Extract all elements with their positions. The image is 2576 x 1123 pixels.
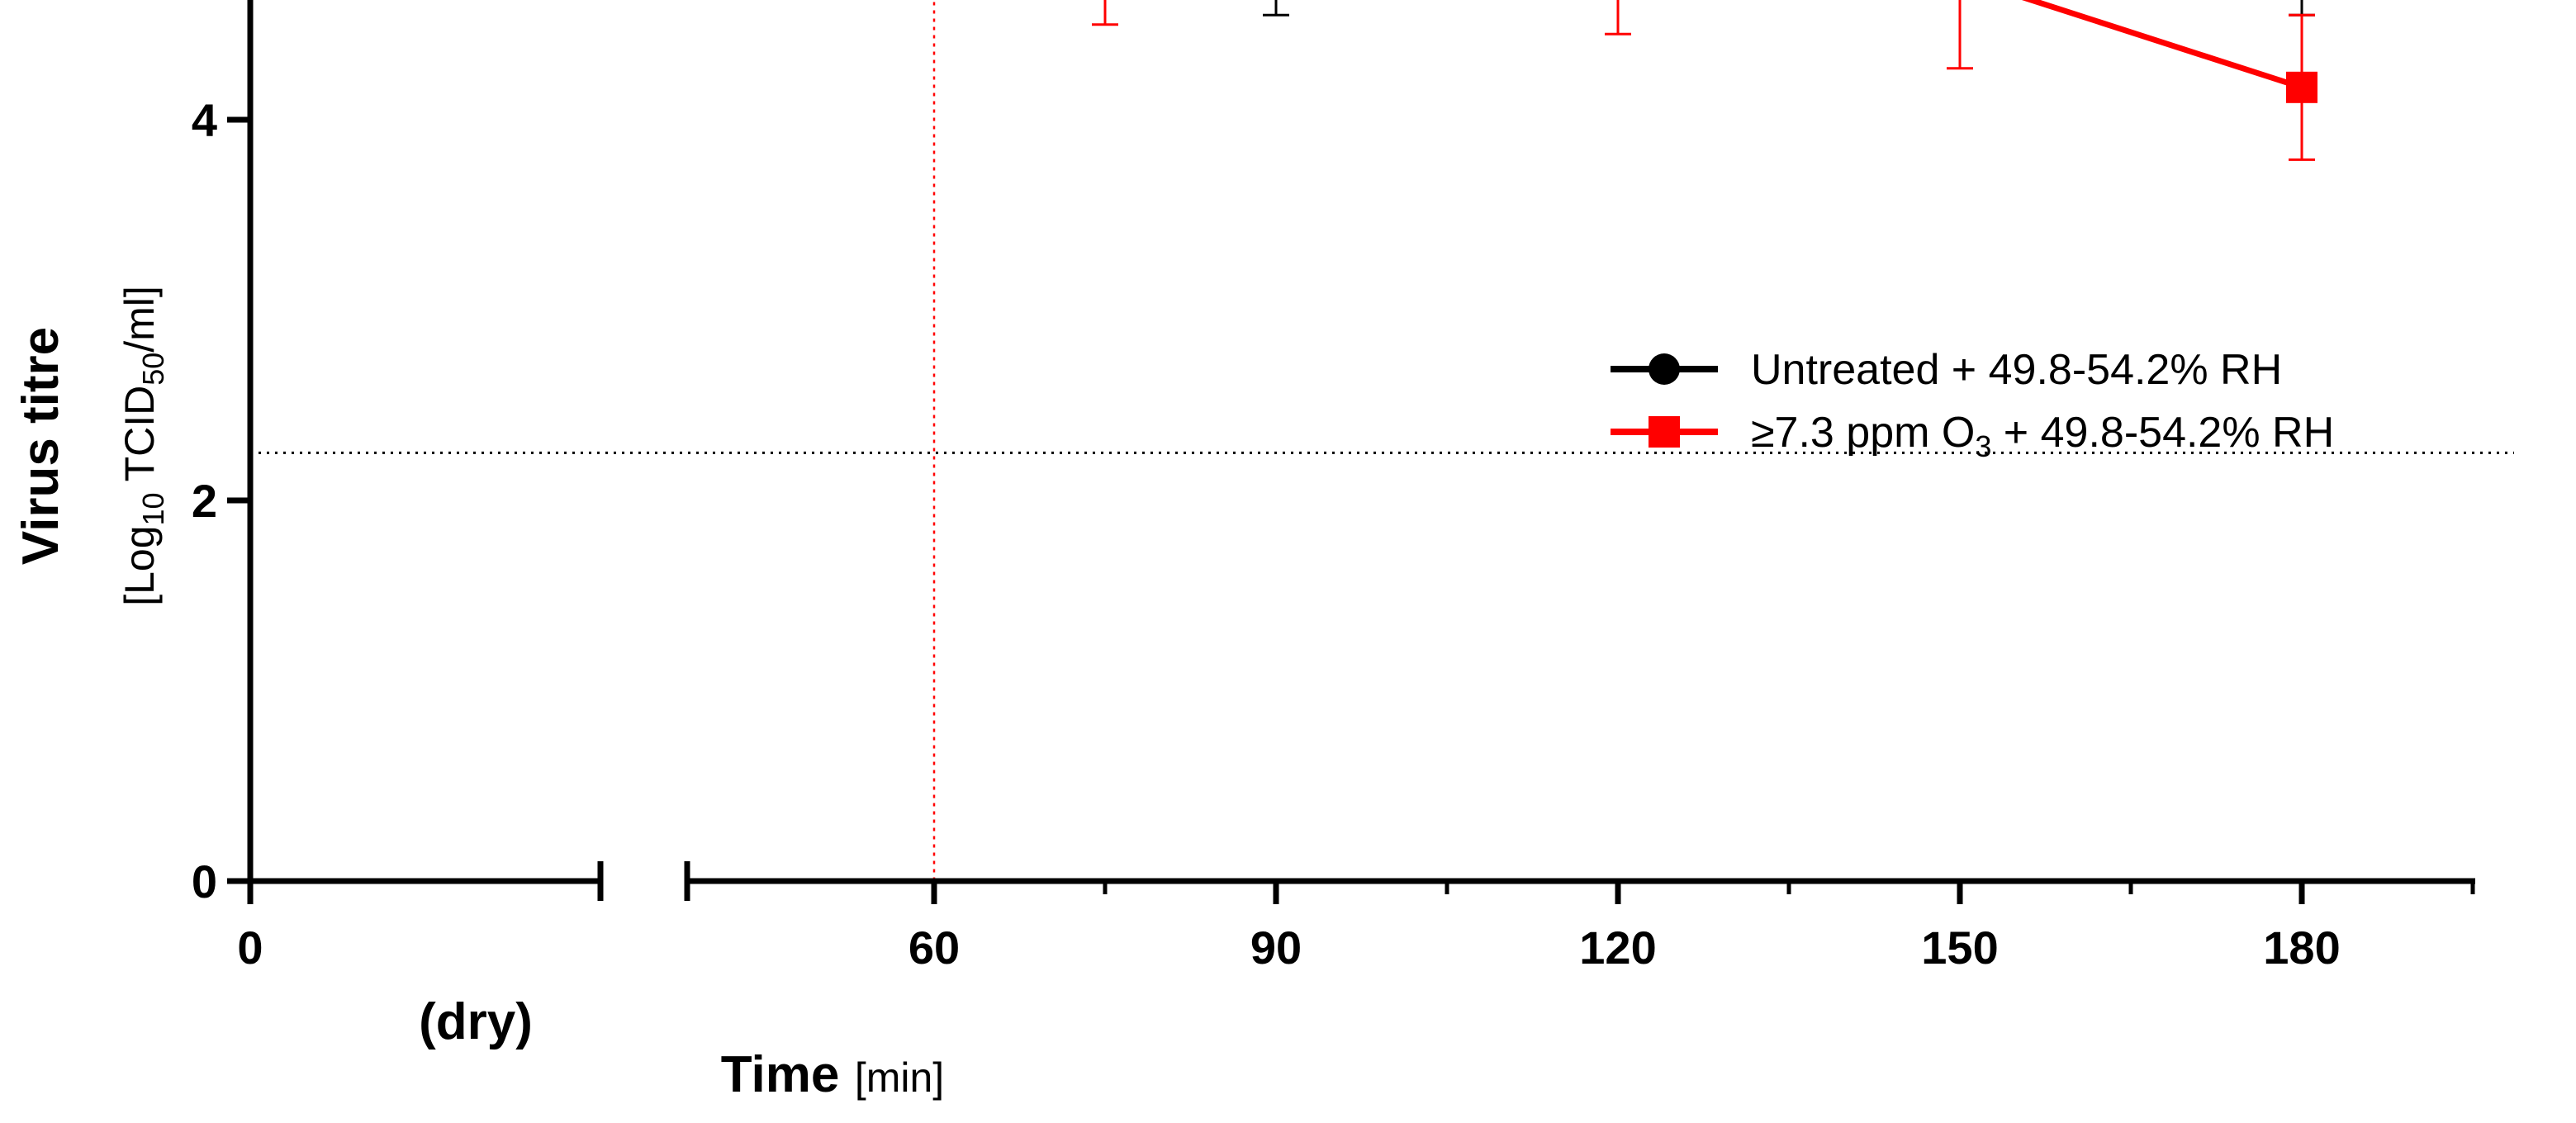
legend-item-untreated: Untreated + 49.8-54.2% RH bbox=[1611, 346, 2282, 394]
legend-item-ozone: ≥7.3 ppm O3 + 49.8-54.2% RH bbox=[1611, 409, 2334, 463]
series-ozone bbox=[1092, 0, 2317, 161]
series-untreated bbox=[1263, 0, 2315, 17]
series-segment bbox=[2021, 0, 2303, 91]
series bbox=[1092, 0, 2317, 161]
y-axis-unit-part: TCID bbox=[116, 386, 163, 493]
legend-label-part: + 49.8-54.2% RH bbox=[1991, 409, 2334, 457]
x-tick-label: 120 bbox=[1579, 922, 1656, 974]
x-tick-label: 0 bbox=[237, 922, 263, 974]
legend-label-part: ≥7.3 ppm O bbox=[1751, 409, 1975, 457]
y-tick-label: 4 bbox=[192, 94, 217, 146]
y-axis-unit-part: 10 bbox=[136, 492, 170, 525]
y-axis-unit-part: /ml] bbox=[116, 286, 163, 353]
x-tick-label: 60 bbox=[908, 922, 960, 974]
legend: Untreated + 49.8-54.2% RH ≥7.3 ppm O3 + 4… bbox=[1611, 346, 2334, 463]
data-point bbox=[2286, 71, 2317, 103]
y-axis-unit-part: [Log bbox=[116, 525, 163, 605]
reference-lines bbox=[250, 0, 2514, 881]
x-axis-unit: [min] bbox=[855, 1054, 944, 1101]
y-axis-unit: [Log10 TCID50/ml] bbox=[116, 286, 170, 606]
y-tick-label: 0 bbox=[192, 855, 217, 907]
x-extra-label-dry: (dry) bbox=[419, 993, 533, 1050]
legend-label-part: 3 bbox=[1975, 429, 1991, 463]
legend-marker bbox=[1649, 416, 1680, 448]
legend-label-part: Untreated + 49.8-54.2% RH bbox=[1751, 346, 2282, 394]
x-axis-title: Time bbox=[721, 1046, 840, 1103]
y-axis-title: Virus titre bbox=[12, 327, 69, 565]
axis-labels: Virus titre [Log10 TCID50/ml] Time [min]… bbox=[12, 286, 944, 1103]
legend-marker bbox=[1649, 353, 1680, 385]
x-tick-label: 150 bbox=[1921, 922, 1998, 974]
legend-label: Untreated + 49.8-54.2% RH bbox=[1751, 346, 2282, 394]
y-axis-unit-part: 50 bbox=[136, 353, 170, 386]
axes: 0246806090120150180 bbox=[192, 0, 2475, 974]
y-tick-label: 2 bbox=[192, 475, 217, 527]
x-axis-title-group: Time [min] bbox=[721, 1046, 944, 1103]
x-tick-label: 90 bbox=[1250, 922, 1302, 974]
x-tick-label: 180 bbox=[2263, 922, 2340, 974]
legend-label: ≥7.3 ppm O3 + 49.8-54.2% RH bbox=[1751, 409, 2334, 463]
